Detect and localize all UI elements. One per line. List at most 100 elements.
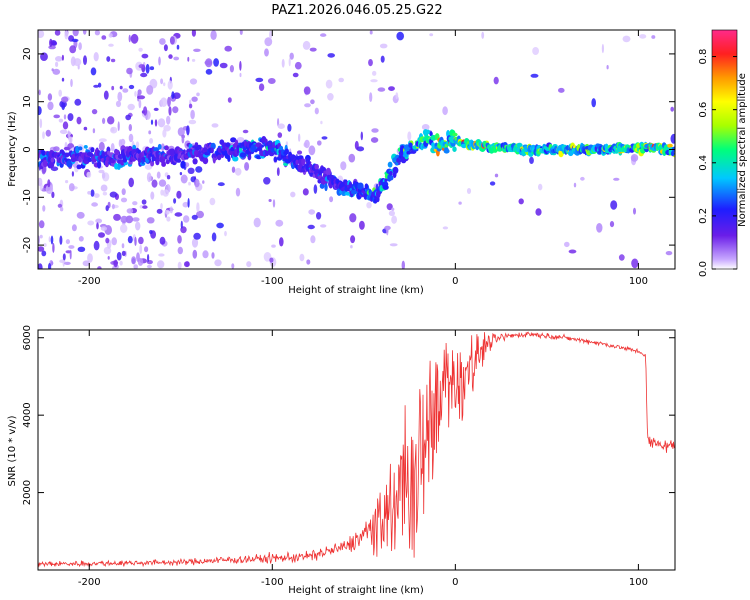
spectrogram-noise-cell — [239, 72, 242, 78]
spectrogram-noise-cell — [294, 61, 302, 70]
spectrogram-noise-cell — [442, 106, 448, 116]
spectrogram-noise-cell — [195, 166, 203, 173]
spectrogram-noise-cell — [360, 131, 363, 141]
spectrogram-noise-cell — [71, 224, 77, 232]
spectrogram-noise-cell — [143, 106, 148, 116]
spectrogram-ridge-cell — [392, 166, 399, 174]
spectrogram-noise-cell — [69, 249, 72, 260]
spectrogram-ridge-cell — [63, 146, 70, 151]
spectrogram-noise-cell — [45, 129, 51, 137]
spectrogram-noise-cell — [481, 31, 485, 39]
spectrogram-noise-cell — [196, 210, 204, 219]
y-tick-label: 0 — [22, 146, 33, 152]
spectrogram-noise-cell — [131, 256, 137, 265]
spectrogram-noise-cell — [107, 256, 110, 260]
spectrogram-ridge-cell — [64, 152, 70, 158]
spectrogram-noise-cell — [42, 205, 46, 212]
spectrogram-noise-cell — [268, 199, 272, 202]
spectrogram-noise-cell — [93, 52, 99, 62]
spectrogram-noise-cell — [370, 137, 379, 143]
spectrogram-noise-cell — [117, 91, 123, 102]
spectrogram-ridge-cell — [232, 156, 239, 162]
spectrogram-noise-cell — [171, 91, 175, 99]
spectrogram-ridge-cell — [382, 185, 389, 190]
snr-frame — [37, 329, 676, 571]
spectrogram-noise-cell — [613, 177, 620, 181]
spectrogram-noise-cell — [304, 139, 310, 149]
spectrogram-noise-cell — [236, 137, 245, 143]
x-tick-label: 100 — [629, 577, 648, 588]
spectrogram-noise-cell — [109, 191, 118, 198]
spectrogram-ridge-cell — [375, 190, 381, 198]
spectrogram-ridge-cell — [384, 178, 388, 182]
spectrogram-noise-cell — [98, 141, 105, 152]
spectrogram-noise-cell — [51, 191, 55, 198]
spectrogram-noise-cell — [271, 244, 276, 248]
spectrogram-noise-cell — [177, 246, 183, 255]
spectrogram-noise-cell — [618, 254, 625, 261]
spectrogram-noise-cell — [269, 30, 273, 39]
spectrogram-noise-cell — [224, 45, 232, 52]
spectrogram-noise-cell — [458, 201, 462, 205]
spectrogram-noise-cell — [272, 199, 276, 208]
spectrogram-noise-cell — [105, 237, 110, 244]
spectrogram-noise-cell — [149, 138, 154, 144]
spectrogram-noise-cell — [159, 236, 166, 245]
spectrogram-ridge-cell — [230, 137, 237, 143]
spectrogram-ridge-cell — [452, 146, 457, 152]
spectrogram-noise-cell — [368, 59, 373, 67]
spectrogram-noise-cell — [128, 133, 134, 143]
spectrogram-noise-cell — [97, 82, 102, 88]
spectrogram-noise-cell — [153, 107, 159, 111]
spectrogram-noise-cell — [211, 252, 215, 259]
spectrogram-noise-cell — [169, 36, 175, 45]
spectrogram-noise-cell — [65, 239, 70, 245]
spectrogram-ridge-cell — [239, 152, 246, 158]
spectrogram-noise-cell — [47, 101, 54, 111]
spectrogram-noise-cell — [110, 58, 116, 63]
y-tick-label: -10 — [22, 189, 33, 205]
spectrogram-ridge-cell — [41, 150, 46, 156]
spectrogram-noise-cell — [309, 47, 317, 52]
spectrogram-ridge-cell — [670, 150, 675, 157]
y-tick-label: -20 — [22, 237, 33, 253]
spectrogram-ridge-cell — [203, 147, 208, 152]
spectrogram-noise-cell — [127, 235, 133, 244]
spectrogram-noise-cell — [234, 167, 242, 176]
spectrogram-noise-cell — [166, 216, 171, 222]
spectrogram-noise-cell — [354, 140, 359, 150]
y-tick-label: 6000 — [22, 325, 33, 350]
spectrogram-noise-cell — [188, 103, 193, 109]
spectrogram-noise-cell — [113, 259, 118, 268]
spectrogram-noise-cell — [101, 172, 106, 179]
spectrogram-ridge-cell — [667, 143, 673, 148]
spectrogram-noise-cell — [51, 68, 54, 72]
spectrogram-noise-cell — [209, 197, 216, 206]
spectrogram-noise-cell — [92, 128, 96, 134]
spectrogram-noise-cell — [138, 236, 144, 245]
spectrogram-noise-cell — [140, 72, 148, 78]
spectrogram-ridge-cell — [78, 155, 82, 163]
spectrogram-noise-cell — [160, 97, 168, 107]
spectrogram-noise-cell — [83, 126, 88, 131]
spectrogram-noise-cell — [359, 220, 365, 230]
spectrogram-noise-cell — [429, 33, 434, 37]
spectrogram-ridge-cell — [458, 141, 462, 147]
spectrogram-noise-cell — [264, 48, 269, 57]
spectrogram-noise-cell — [219, 62, 228, 69]
spectrogram-noise-cell — [53, 146, 60, 152]
spectrogram-ridge-cell — [104, 159, 110, 168]
spectrogram-noise-cell — [168, 106, 172, 116]
spectrogram-noise-cell — [93, 240, 100, 251]
spectrogram-noise-cell — [47, 93, 53, 101]
x-tick-label: 0 — [452, 577, 458, 588]
spectrogram-noise-cell — [159, 38, 166, 45]
spectrogram-noise-cell — [327, 93, 334, 101]
spectrogram-noise-cell — [77, 246, 86, 252]
spectrogram-noise-cell — [386, 226, 389, 236]
spectrogram-noise-cell — [391, 215, 397, 224]
spectrogram-noise-cell — [388, 86, 395, 91]
spectrogram-ridge-cell — [155, 158, 160, 166]
spectrogram-noise-cell — [538, 183, 543, 191]
spectrogram-noise-cell — [606, 65, 609, 70]
